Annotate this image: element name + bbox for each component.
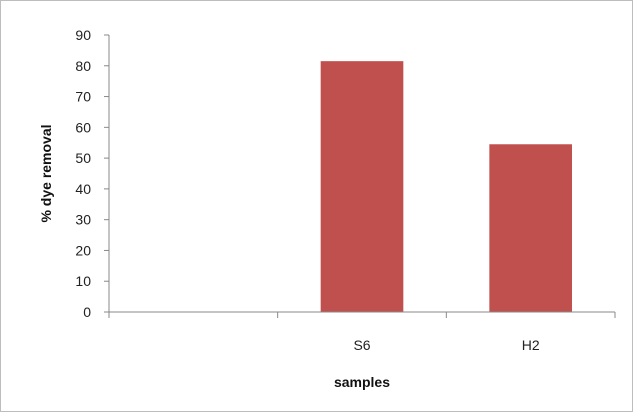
x-axis-title: samples [334,374,390,390]
y-tick-label: 80 [75,58,91,74]
x-tick-label: H2 [522,337,540,353]
y-tick-label: 90 [75,27,91,43]
y-tick-label: 40 [75,181,91,197]
bar-s6 [320,61,404,313]
y-tick-label: 70 [75,89,91,105]
y-tick-label: 10 [75,273,91,289]
x-axis-ticks: S6 H2 [108,312,616,353]
y-tick-label: 0 [83,304,91,320]
y-tick-label: 20 [75,242,91,258]
x-tick-label: S6 [353,337,370,353]
y-tick-label: 30 [75,212,91,228]
y-tick-label: 50 [75,150,91,166]
y-axis-ticks: 0 10 20 30 40 50 60 70 80 90 [75,27,109,320]
bar-h2 [489,144,572,312]
y-axis-title: % dye removal [38,124,54,222]
bars [320,61,572,313]
y-tick-label: 60 [75,119,91,135]
